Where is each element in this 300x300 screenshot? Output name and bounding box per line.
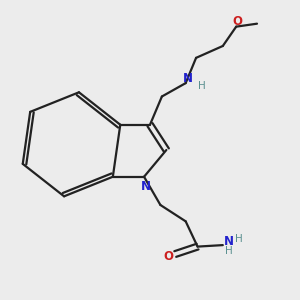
Text: N: N bbox=[183, 72, 193, 85]
Text: H: H bbox=[226, 246, 233, 256]
Text: H: H bbox=[235, 234, 243, 244]
Text: N: N bbox=[140, 180, 151, 193]
Text: O: O bbox=[232, 15, 242, 28]
Text: O: O bbox=[164, 250, 174, 263]
Text: H: H bbox=[198, 80, 206, 91]
Text: N: N bbox=[224, 235, 234, 248]
